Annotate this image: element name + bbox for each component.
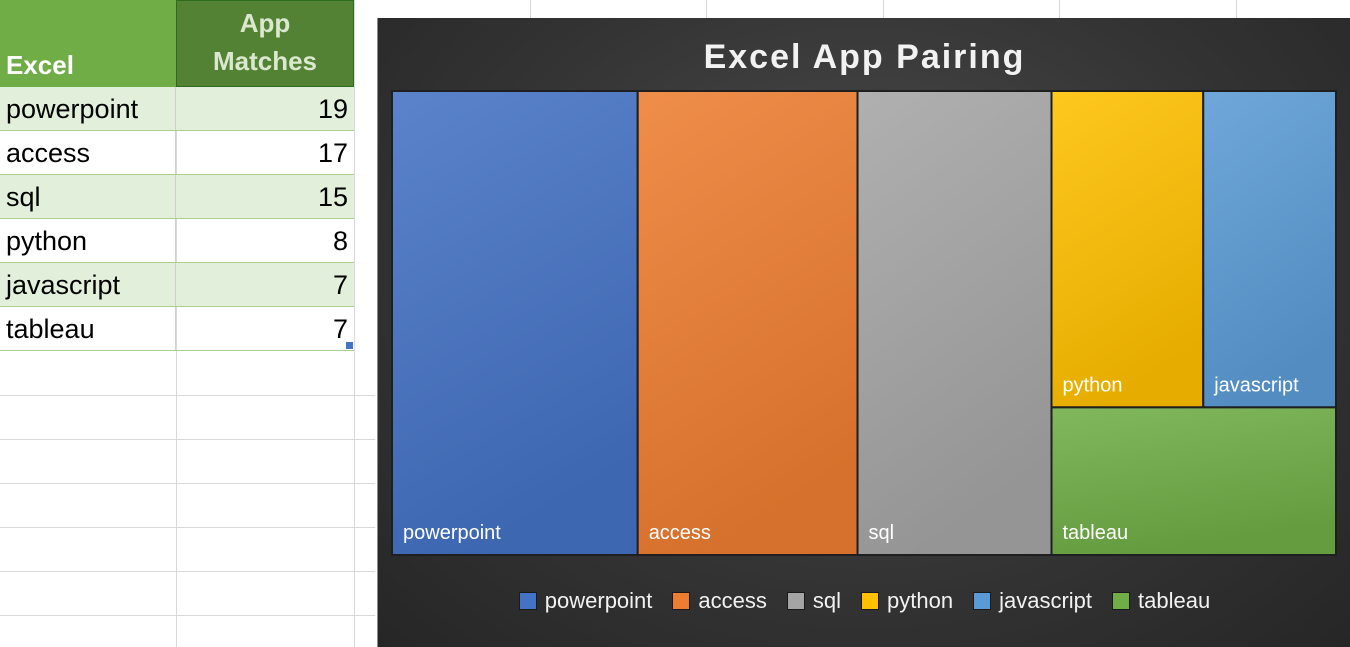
grid-line: [0, 527, 375, 528]
app-cell[interactable]: powerpoint: [0, 87, 176, 130]
treemap-label-access: access: [649, 522, 711, 544]
treemap-tile-javascript[interactable]: [1203, 91, 1336, 407]
treemap-chart[interactable]: Excel App Pairing powerpoint access sql pyt…: [377, 18, 1350, 647]
app-cell[interactable]: access: [0, 131, 176, 174]
legend-item-access[interactable]: access: [672, 588, 766, 614]
legend-swatch: [1112, 592, 1130, 610]
treemap-tile-access[interactable]: [638, 91, 858, 555]
legend-label: powerpoint: [545, 588, 653, 614]
grid-line: [0, 615, 375, 616]
treemap-tile-python[interactable]: [1052, 91, 1204, 407]
chart-legend: powerpoint access sql python javascript table…: [378, 588, 1350, 614]
treemap-label-powerpoint: powerpoint: [403, 522, 501, 544]
treemap-plot-area: powerpoint access sql python javascript table…: [378, 18, 1350, 647]
legend-swatch: [787, 592, 805, 610]
treemap-label-tableau: tableau: [1063, 522, 1129, 544]
legend-item-python[interactable]: python: [861, 588, 953, 614]
table-header: Excel App Matches: [0, 0, 354, 87]
treemap-label-sql: sql: [869, 522, 895, 544]
table-row: access 17: [0, 131, 354, 175]
table-row: python 8: [0, 219, 354, 263]
legend-label: python: [887, 588, 953, 614]
app-cell[interactable]: python: [0, 219, 176, 262]
legend-item-tableau[interactable]: tableau: [1112, 588, 1210, 614]
matches-cell[interactable]: 8: [176, 219, 354, 262]
table-row: powerpoint 19: [0, 87, 354, 131]
grid-line: [354, 0, 355, 647]
app-cell[interactable]: tableau: [0, 307, 176, 350]
matches-cell[interactable]: 19: [176, 87, 354, 130]
legend-item-powerpoint[interactable]: powerpoint: [519, 588, 653, 614]
legend-swatch: [672, 592, 690, 610]
legend-label: tableau: [1138, 588, 1210, 614]
treemap-tile-powerpoint[interactable]: [392, 91, 638, 555]
header-cell-excel[interactable]: Excel: [0, 0, 176, 87]
grid-line: [0, 571, 375, 572]
legend-label: access: [698, 588, 766, 614]
legend-item-javascript[interactable]: javascript: [973, 588, 1092, 614]
legend-item-sql[interactable]: sql: [787, 588, 841, 614]
treemap-tile-sql[interactable]: [858, 91, 1052, 555]
header-text: App Matches: [200, 4, 330, 80]
app-cell[interactable]: sql: [0, 175, 176, 218]
table-resize-handle[interactable]: [346, 342, 353, 349]
grid-line: [0, 483, 375, 484]
table-row: sql 15: [0, 175, 354, 219]
matches-cell[interactable]: 17: [176, 131, 354, 174]
treemap-label-python: python: [1063, 374, 1123, 396]
legend-swatch: [973, 592, 991, 610]
legend-label: sql: [813, 588, 841, 614]
matches-cell[interactable]: 7: [176, 307, 354, 350]
matches-cell[interactable]: 15: [176, 175, 354, 218]
grid-line: [0, 395, 375, 396]
grid-line: [0, 439, 375, 440]
table-row: tableau 7: [0, 307, 354, 351]
matches-cell[interactable]: 7: [176, 263, 354, 306]
treemap-label-javascript: javascript: [1213, 374, 1299, 396]
header-cell-app-matches[interactable]: App Matches: [176, 0, 354, 87]
legend-label: javascript: [999, 588, 1092, 614]
legend-swatch: [861, 592, 879, 610]
legend-swatch: [519, 592, 537, 610]
table-row: javascript 7: [0, 263, 354, 307]
app-cell[interactable]: javascript: [0, 263, 176, 306]
